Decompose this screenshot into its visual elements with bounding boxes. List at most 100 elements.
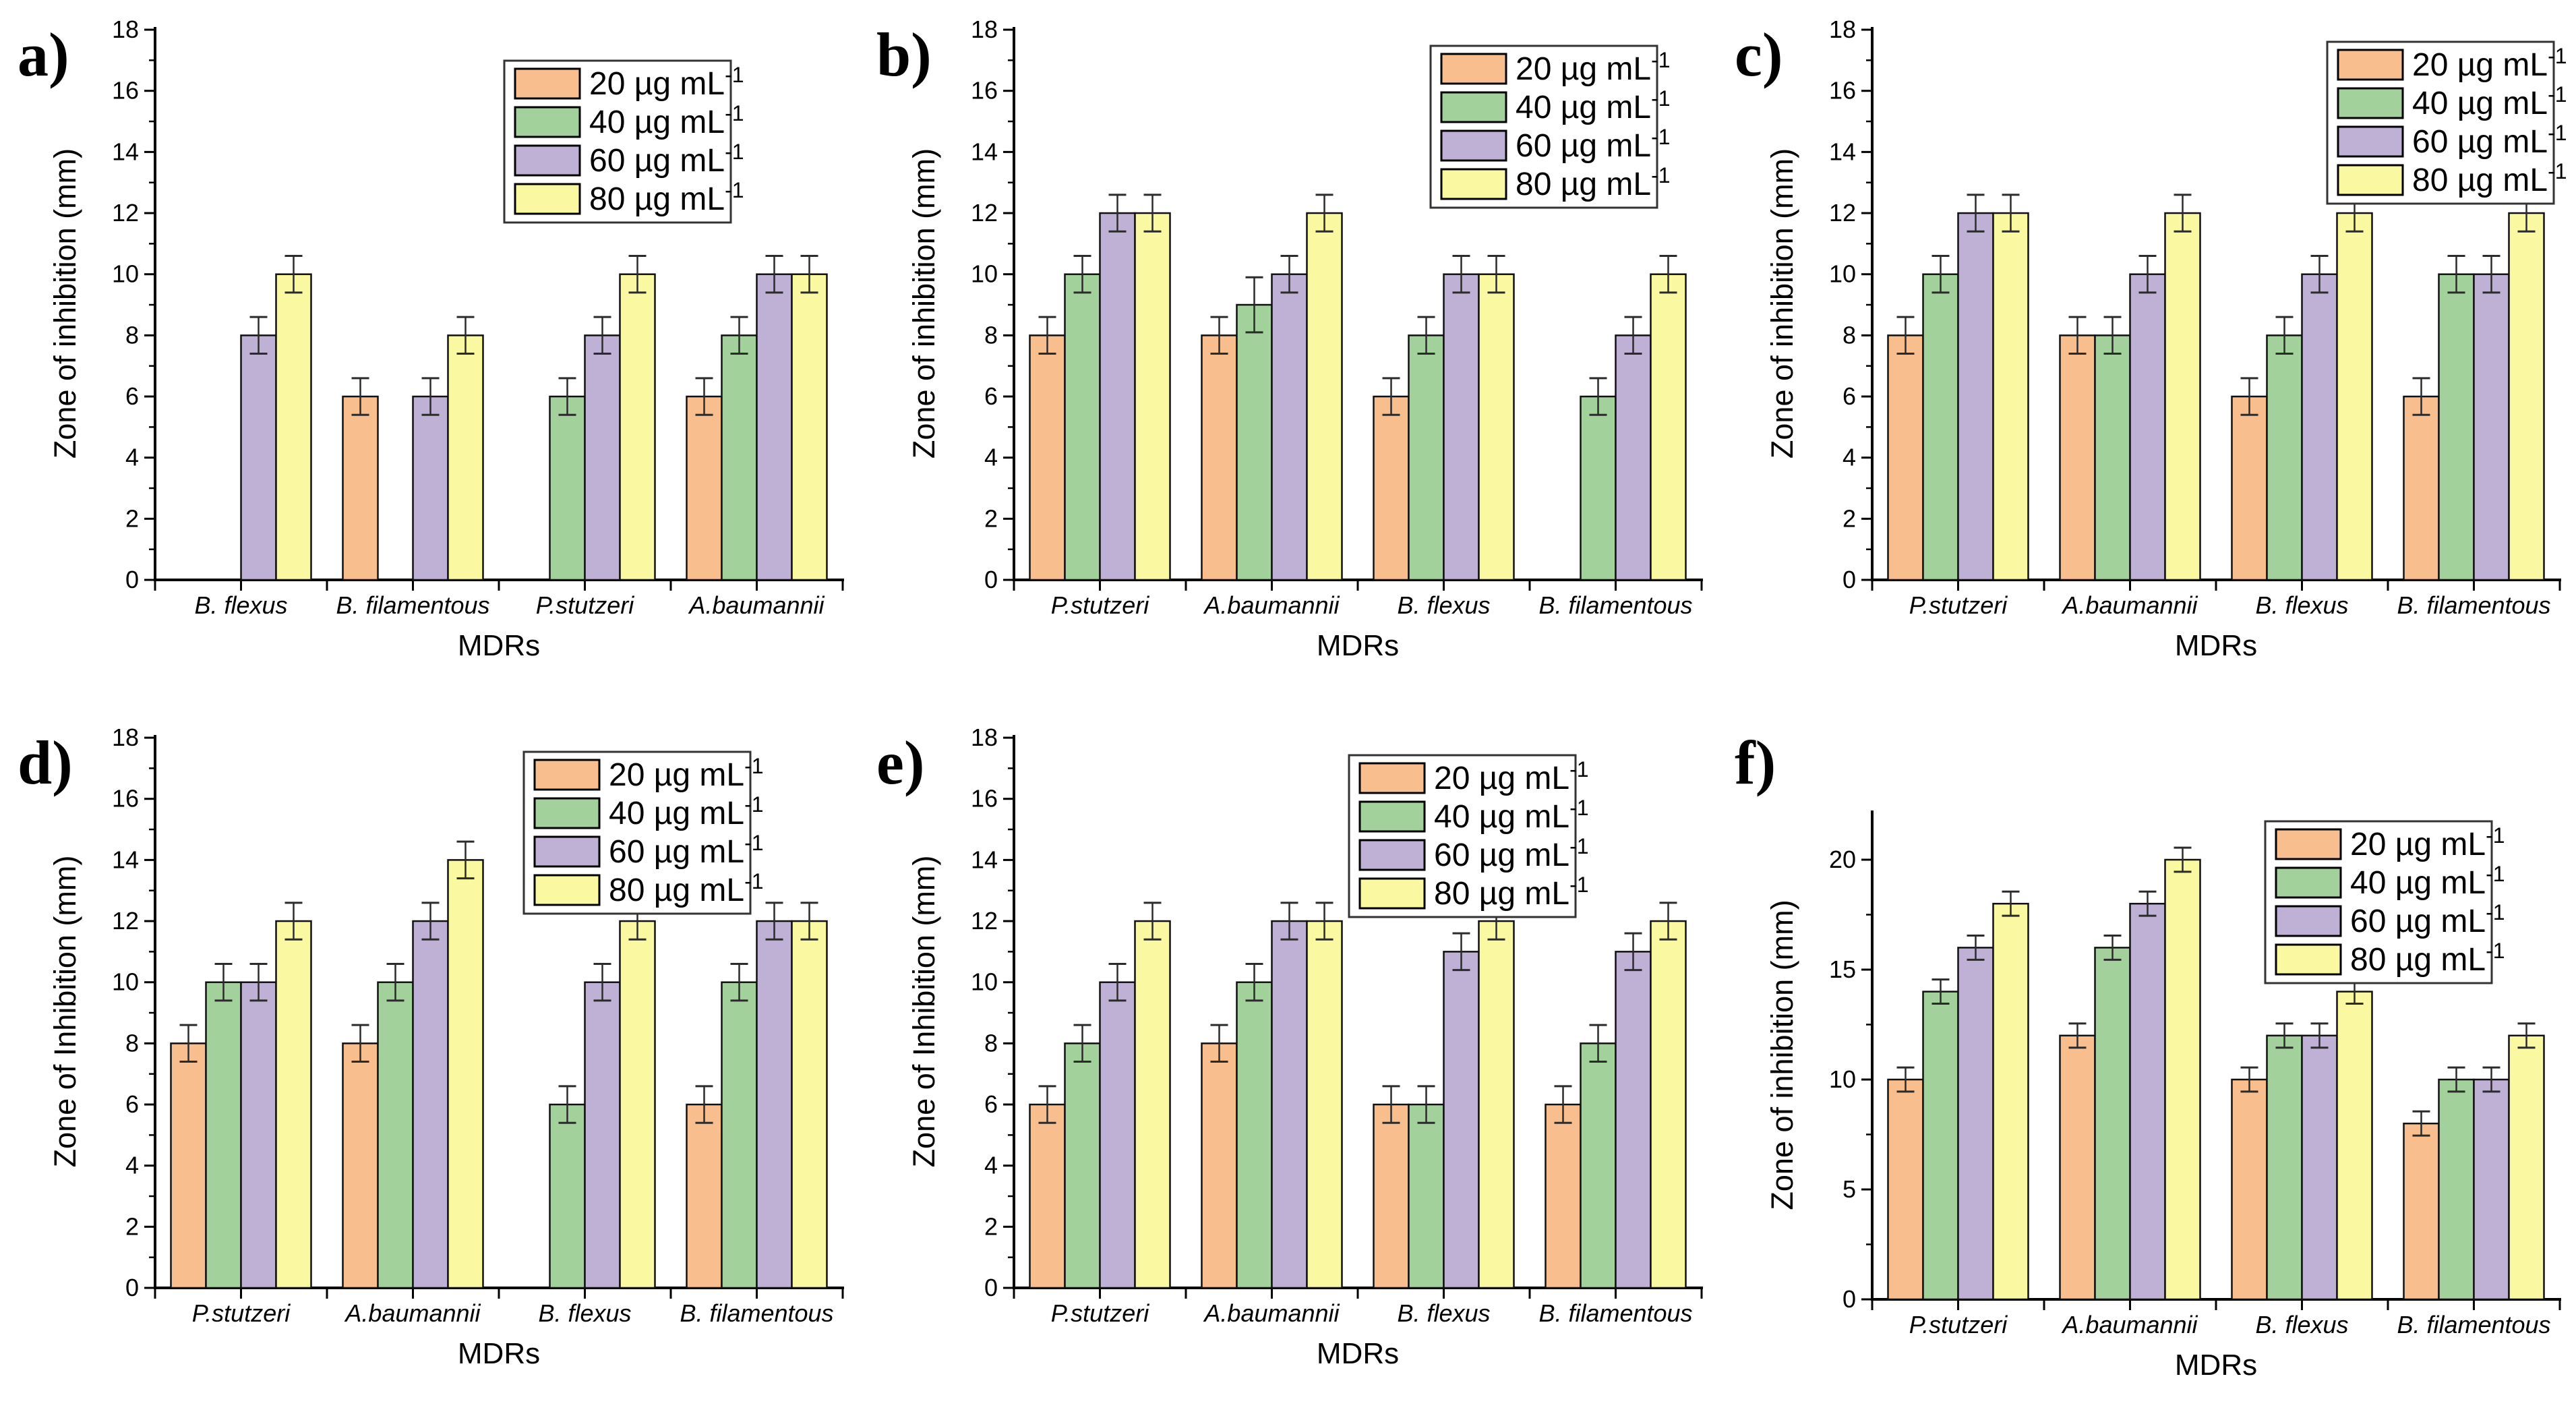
legend-swatch <box>533 835 601 868</box>
bar <box>275 273 312 581</box>
panel-b-chart: b) 0 2 4 6 8 10 12 14 16 18 P.stutzeri A.baumannii B.… <box>876 16 1703 662</box>
y-tick-label: 10 <box>112 260 139 288</box>
bar <box>412 920 449 1289</box>
legend-swatch <box>1358 877 1426 910</box>
axis-title-x: MDRs <box>2175 1349 2257 1382</box>
panel-e-chart: e) 0 2 4 6 8 10 12 14 16 18 P.stutzeri A.baumannii B.… <box>876 724 1703 1370</box>
legend-label: 20 µg mL-1 <box>1434 757 1589 796</box>
category-label: P.stutzeri <box>1909 591 2008 619</box>
y-tick-label: 6 <box>984 1090 998 1118</box>
category-label: B. flexus <box>2256 591 2349 619</box>
panel-a-chart: a) 0 2 4 6 8 10 12 14 16 18 B. flexus B. filamentous… <box>18 16 844 662</box>
y-tick-label: 4 <box>125 1152 139 1179</box>
y-tick-label: 12 <box>112 199 139 227</box>
bar <box>1579 1042 1617 1289</box>
panel-a: a) 0 2 4 6 8 10 12 14 16 18 B. flexus B. filamentous… <box>0 0 859 708</box>
panel-f-chart: f) 0 5 10 15 20 P.stutzeri A.baumannii B. flexus… <box>1735 728 2562 1382</box>
bar <box>2164 212 2202 581</box>
y-tick-label: 12 <box>1829 199 1856 227</box>
legend-swatch <box>2275 943 2342 976</box>
bar <box>170 1042 207 1289</box>
axis-title-x: MDRs <box>2175 629 2257 662</box>
y-tick-label: 16 <box>1829 77 1856 105</box>
legend-swatch <box>1358 762 1426 794</box>
bar <box>1305 920 1343 1289</box>
y-tick-label: 12 <box>971 907 998 935</box>
legend-label: 80 µg mL-1 <box>609 869 764 908</box>
legend-swatch <box>2337 164 2404 196</box>
panel-letter: e) <box>876 728 924 797</box>
bar <box>1992 902 2030 1301</box>
legend-swatch <box>2275 866 2342 899</box>
axis-title-y: Zone of inhibition (mm) <box>1765 899 1799 1210</box>
bar <box>791 273 828 581</box>
panel-f: f) 0 5 10 15 20 P.stutzeri A.baumannii B. flexus… <box>1717 708 2576 1416</box>
panel-letter: b) <box>876 20 932 89</box>
y-tick-label: 8 <box>984 321 998 349</box>
y-tick-label: 18 <box>971 16 998 43</box>
legend-label: 60 µg mL-1 <box>589 140 744 179</box>
bar <box>2473 273 2511 581</box>
panel-c: c) 0 2 4 6 8 10 12 14 16 18 P.stutzeri A.baumannii B.… <box>1717 0 2576 708</box>
panel-c-chart: c) 0 2 4 6 8 10 12 14 16 18 P.stutzeri A.baumannii B.… <box>1735 16 2567 662</box>
bar <box>447 859 484 1289</box>
legend-label: 80 µg mL-1 <box>1434 873 1589 912</box>
bar <box>2508 212 2546 581</box>
legend-swatch <box>1358 800 1426 833</box>
bar <box>1270 273 1308 581</box>
bar <box>342 395 379 581</box>
bar <box>1922 991 1960 1301</box>
axis-title-x: MDRs <box>458 1337 540 1370</box>
legend-swatch <box>1358 839 1426 871</box>
bar <box>619 273 656 581</box>
bar <box>1305 212 1343 581</box>
y-tick-label: 0 <box>1843 566 1856 593</box>
bar <box>2164 858 2202 1301</box>
axis-title-y: Zone of Inhibition (mm) <box>48 856 82 1168</box>
bar <box>1133 920 1171 1289</box>
category-label: B. filamentous <box>1538 591 1692 619</box>
bar <box>1579 395 1617 581</box>
legend-swatch <box>2337 125 2404 158</box>
bar <box>1063 1042 1101 1289</box>
y-tick-label: 6 <box>125 382 139 410</box>
y-tick-label: 18 <box>112 16 139 43</box>
bar <box>619 920 656 1289</box>
legend-label: 20 µg mL-1 <box>2412 44 2567 83</box>
bar <box>1407 334 1445 581</box>
bar <box>2059 1034 2097 1301</box>
y-tick-label: 0 <box>125 566 139 593</box>
y-tick-label: 18 <box>1829 16 1856 43</box>
axis-title-y: Zone of inhibition (mm) <box>1765 148 1799 459</box>
y-tick-label: 10 <box>1829 260 1856 288</box>
y-tick-label: 0 <box>1843 1285 1856 1313</box>
bar <box>2059 334 2097 581</box>
bar <box>412 395 449 581</box>
bar <box>584 981 621 1289</box>
bar <box>2301 1034 2339 1301</box>
legend-swatch <box>1440 53 1507 85</box>
bar <box>1133 212 1171 581</box>
bar <box>2403 1122 2440 1301</box>
bar <box>2438 273 2476 581</box>
category-label: A.baumannii <box>2062 1311 2198 1338</box>
bar <box>2473 1078 2511 1301</box>
y-tick-label: 10 <box>112 968 139 996</box>
bar <box>1649 273 1687 581</box>
bar <box>1372 1103 1410 1289</box>
category-label: A.baumannii <box>688 591 825 619</box>
bar <box>2129 273 2167 581</box>
y-tick-label: 12 <box>112 907 139 935</box>
y-tick-label: 5 <box>1843 1175 1856 1203</box>
y-tick-label: 2 <box>125 504 139 532</box>
category-label: B. filamentous <box>680 1299 833 1327</box>
legend-label: 80 µg mL-1 <box>1516 163 1671 202</box>
bar <box>1235 303 1273 581</box>
bar <box>1407 1103 1445 1289</box>
legend-swatch <box>2337 87 2404 119</box>
bar <box>275 920 312 1289</box>
category-label: B. flexus <box>1397 591 1490 619</box>
legend-label: 80 µg mL-1 <box>2412 159 2567 198</box>
bar <box>1028 1103 1066 1289</box>
legend-label: 60 µg mL-1 <box>2350 900 2505 939</box>
